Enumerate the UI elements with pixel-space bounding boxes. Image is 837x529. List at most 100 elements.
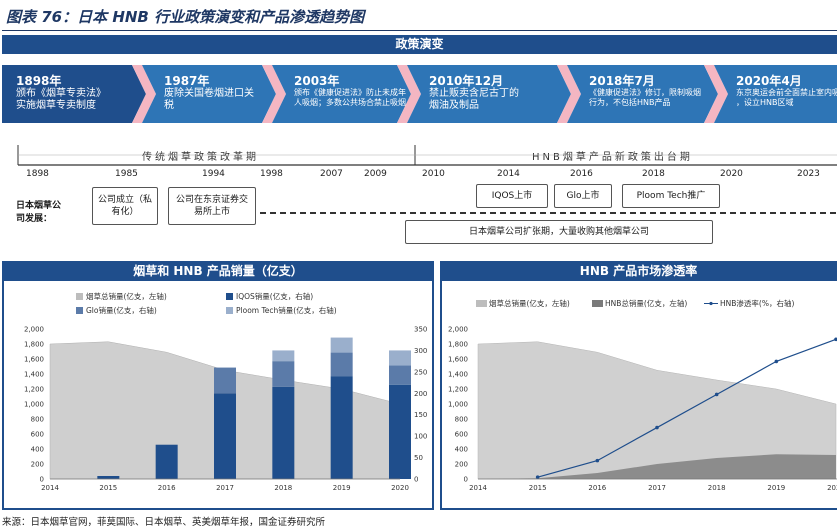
bar-Ploom Tech销量(亿支，右轴) xyxy=(389,350,411,366)
bar-IQOS销量(亿支，右轴) xyxy=(389,384,411,479)
chevron-body: 禁止贩卖含尼古丁的 烟油及制品 xyxy=(429,88,519,111)
bar-Glo销量(亿支，右轴) xyxy=(272,361,295,387)
policy-chevrons xyxy=(2,65,837,123)
y-left-tick: 1,800 xyxy=(448,341,468,349)
chevron-text-3: 2010年12月 禁止贩卖含尼古丁的 烟油及制品 xyxy=(429,74,519,112)
chevron-body: 废除关国卷烟进口关税 xyxy=(164,88,254,111)
bar-IQOS销量(亿支，右轴) xyxy=(97,476,120,479)
year-tick: 2023 xyxy=(797,169,820,179)
right-panel-frame xyxy=(440,281,837,510)
x-tick: 2017 xyxy=(216,484,234,492)
x-tick: 2019 xyxy=(333,484,351,492)
y-left-tick: 400 xyxy=(31,446,44,454)
legend-swatch xyxy=(226,307,233,314)
policy-area: 1898年 颁布《烟草专卖法》 实施烟草专卖制度 1987年 废除关国卷烟进口关税 200… xyxy=(2,55,837,255)
legend-label: Glo销量(亿支，右轴) xyxy=(86,305,157,315)
x-tick: 2016 xyxy=(588,484,606,492)
event-founded: 公司成立（私有化） xyxy=(92,187,158,225)
timeline-axis xyxy=(17,145,837,166)
y-right-tick: 50 xyxy=(414,454,423,462)
event-ploom-text: Ploom Tech推广 xyxy=(636,191,706,201)
x-tick: 2014 xyxy=(469,484,487,492)
y-left-tick: 1,600 xyxy=(24,356,44,364)
y-left-tick: 400 xyxy=(455,446,468,454)
chevron-text-5: 2020年4月 东京奥运会前全面禁止室内吸烟 ，设立HNB区域 xyxy=(736,75,837,108)
bar-Glo销量(亿支，右轴) xyxy=(389,365,411,385)
y-right-tick: 100 xyxy=(414,433,427,441)
x-tick: 2017 xyxy=(648,484,666,492)
year-tick: 2018 xyxy=(642,169,665,179)
chevron-text-0: 1898年 颁布《烟草专卖法》 实施烟草专卖制度 xyxy=(16,74,106,112)
chevron-year: 2018年7月 xyxy=(589,74,655,88)
penetration-point xyxy=(655,425,659,430)
policy-band: 政策演变 xyxy=(2,35,837,54)
right-chart: 烟草总销量(亿支，左轴) HNB总销量(亿支，左轴) HNB渗透率(%，右轴) 02… xyxy=(448,298,837,492)
x-tick: 2018 xyxy=(708,484,726,492)
y-left-tick: 0 xyxy=(464,476,468,484)
penetration-line xyxy=(537,338,837,478)
source-note: 来源：日本烟草官网，菲莫国际、日本烟草、英美烟草年报，国金证券研究所 xyxy=(2,517,326,528)
legend-swatch xyxy=(476,300,487,307)
x-tick: 2016 xyxy=(158,484,176,492)
bar-IQOS销量(亿支，右轴) xyxy=(155,444,178,479)
event-tse-listing-text: 公司在东京证券交易所上市 xyxy=(175,195,248,217)
x-tick: 2020 xyxy=(827,484,837,492)
bar-Ploom Tech销量(亿支，右轴) xyxy=(330,337,353,353)
year-tick: 1998 xyxy=(260,169,283,179)
legend-label: IQOS销量(亿支，右轴) xyxy=(236,291,313,301)
company-development-label: 日本烟草公司发展： xyxy=(16,201,62,224)
chevron-gap xyxy=(704,65,728,123)
chevron-3 xyxy=(407,65,571,123)
legend-swatch xyxy=(76,293,83,300)
y-left-tick: 600 xyxy=(455,431,468,439)
y-left-tick: 600 xyxy=(31,431,44,439)
chevron-text-2: 2003年 颁布《健康促进法》防止未成年 人吸烟；多数公共场合禁止吸烟 xyxy=(294,74,406,108)
y-right-tick: 350 xyxy=(414,326,427,334)
legend-swatch xyxy=(226,293,233,300)
year-tick: 2009 xyxy=(364,169,387,179)
year-tick: 1994 xyxy=(202,169,225,179)
chevron-body: 颁布《健康促进法》防止未成年 人吸烟；多数公共场合禁止吸烟 xyxy=(294,88,406,107)
legend-swatch xyxy=(76,307,83,314)
event-iqos-text: IQOS上市 xyxy=(491,191,533,201)
year-tick: 1985 xyxy=(115,169,138,179)
policy-band-title: 政策演变 xyxy=(395,37,444,51)
year-tick: 2020 xyxy=(720,169,743,179)
right-panel-title: HNB 产品市场渗透率 xyxy=(440,261,837,281)
year-tick: 2007 xyxy=(320,169,343,179)
chevron-5 xyxy=(714,65,837,123)
chevron-body: 《健康促进法》修订，限制吸烟 行为，不包括HNB产品 xyxy=(589,88,701,107)
chevron-body: 颁布《烟草专卖法》 实施烟草专卖制度 xyxy=(16,88,106,111)
year-tick: 1898 xyxy=(26,169,49,179)
left-panel-title: 烟草和 HNB 产品销量（亿支） xyxy=(2,261,434,281)
legend-marker xyxy=(709,301,713,306)
y-right-tick: 250 xyxy=(414,368,427,376)
penetration-point xyxy=(834,337,837,342)
legend-label: 烟草总销量(亿支，左轴) xyxy=(489,298,570,308)
chevron-year: 1898年 xyxy=(16,74,62,88)
title-rule xyxy=(2,30,837,31)
bar-Ploom Tech销量(亿支，右轴) xyxy=(272,350,295,362)
y-left-tick: 2,000 xyxy=(448,326,468,334)
left-chart: 烟草总销量(亿支，左轴) IQOS销量(亿支，右轴) Glo销量(亿支，右轴) Plo… xyxy=(24,291,427,492)
event-tse-listing: 公司在东京证券交易所上市 xyxy=(168,187,256,225)
chevron-year: 2003年 xyxy=(294,74,340,88)
y-left-tick: 1,400 xyxy=(24,371,44,379)
chevron-year: 2010年12月 xyxy=(429,74,504,88)
legend-swatch xyxy=(592,300,603,307)
legend-label: HNB总销量(亿支，左轴) xyxy=(605,298,687,308)
x-tick: 2019 xyxy=(767,484,785,492)
y-left-tick: 1,200 xyxy=(448,386,468,394)
y-left-tick: 200 xyxy=(31,461,44,469)
y-right-tick: 200 xyxy=(414,390,427,398)
chevron-body: 东京奥运会前全面禁止室内吸烟 ，设立HNB区域 xyxy=(736,88,837,107)
penetration-point xyxy=(595,458,600,463)
chevron-4 xyxy=(567,65,718,123)
chevron-gap xyxy=(397,65,421,123)
y-left-tick: 1,200 xyxy=(24,386,44,394)
x-tick: 2015 xyxy=(529,484,547,492)
event-founded-text: 公司成立（私有化） xyxy=(97,195,152,217)
left-panel-frame xyxy=(2,281,434,510)
penetration-point xyxy=(714,392,719,397)
event-glo-text: Glo上市 xyxy=(566,191,600,201)
